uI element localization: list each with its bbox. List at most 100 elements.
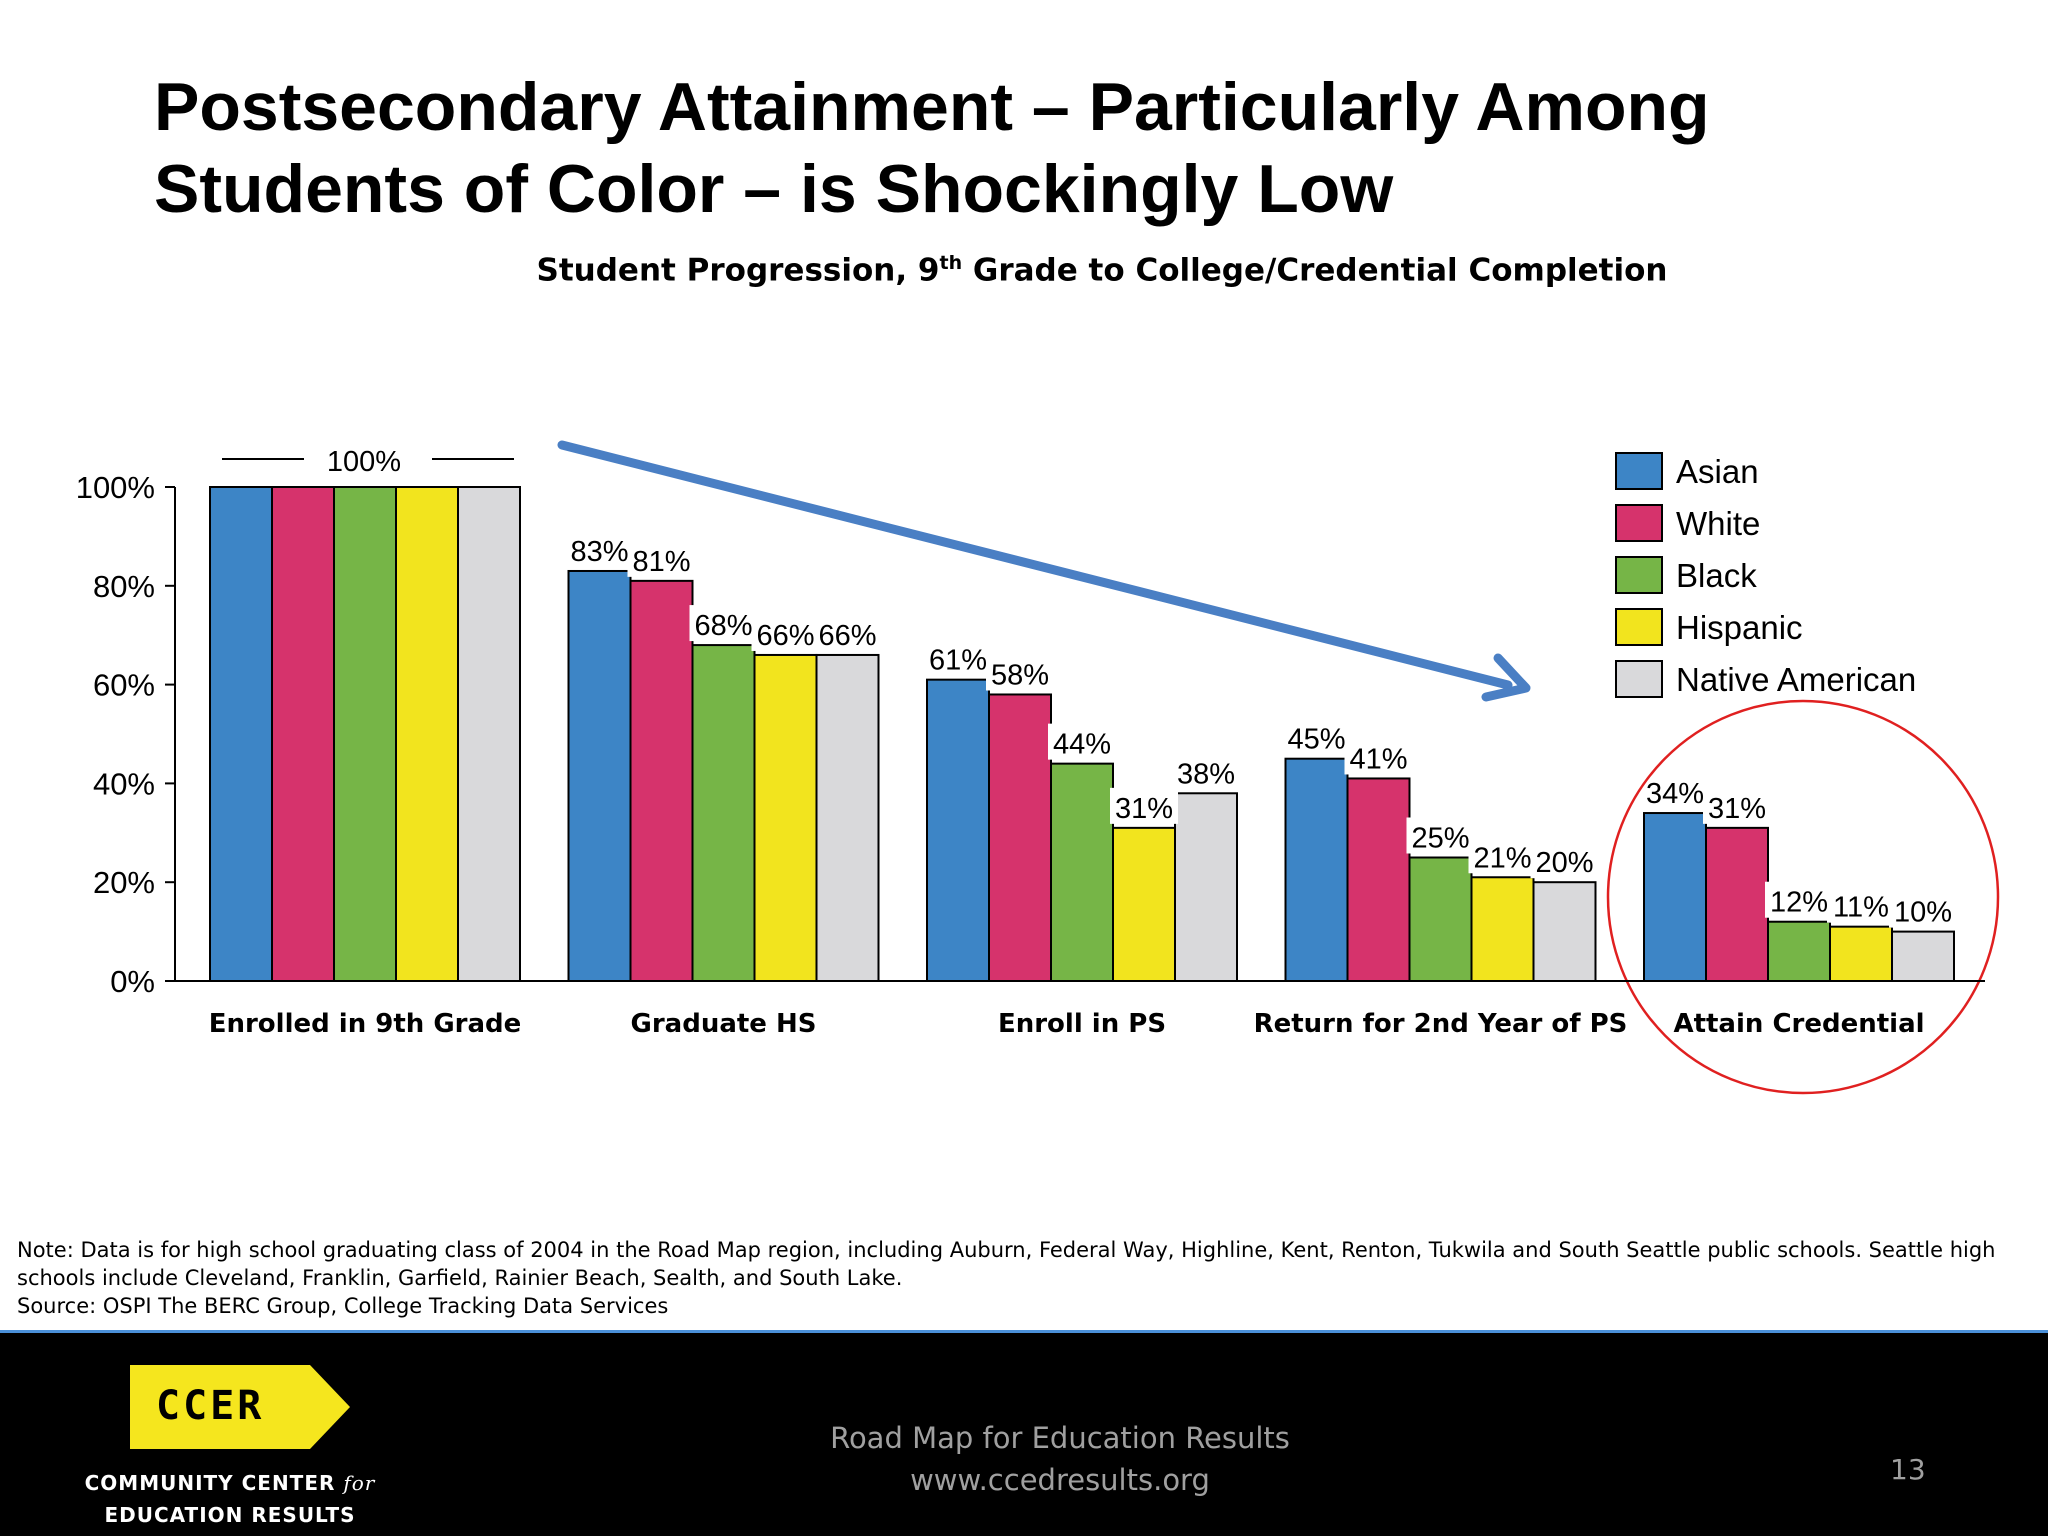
bar-data-label: 41% <box>1349 743 1407 775</box>
footer: CCER COMMUNITY CENTER for EDUCATION RESU… <box>0 1330 2048 1536</box>
ccer-logo: CCER <box>130 1365 350 1449</box>
bar <box>988 693 1052 982</box>
bar-data-label: 61% <box>929 645 987 677</box>
subtitle-superscript: th <box>939 252 963 274</box>
bar-data-label: 83% <box>570 536 628 568</box>
bar-data-label: 31% <box>1115 793 1173 825</box>
y-tick-label: 100% <box>76 470 155 505</box>
bar-data-label: 21% <box>1473 842 1531 874</box>
bar-data-label: 66% <box>818 620 876 652</box>
bar <box>629 579 694 982</box>
label-backdrop <box>1530 842 1599 879</box>
org-name-line-2: EDUCATION RESULTS <box>104 1503 356 1527</box>
chart-data-labels: 83% 81%68% 66% 66%61% 58%44%31%38%45%41%25%2… <box>222 446 1957 929</box>
x-category-label: Return for 2nd Year of PS <box>1254 1009 1628 1039</box>
bar-data-label: 31% <box>1708 793 1766 825</box>
label-backdrop <box>1344 738 1413 775</box>
label-backdrop <box>1827 886 1895 923</box>
subtitle-main: Student Progression, 9 <box>536 252 940 289</box>
bar <box>209 486 273 982</box>
org-name-line-1: COMMUNITY CENTER for <box>70 1471 390 1495</box>
bar <box>926 678 990 982</box>
group-data-label: 100% <box>327 446 401 478</box>
chart-legend: Asian White Black Hispanic Native American <box>1615 452 1916 698</box>
bar <box>1346 777 1411 983</box>
label-backdrop <box>1765 881 1833 918</box>
bar <box>271 486 335 982</box>
legend-swatch <box>1615 556 1663 594</box>
bar <box>1408 856 1473 982</box>
y-tick-label: 20% <box>93 865 155 900</box>
bar-data-label: 68% <box>694 610 752 642</box>
x-category-label: Enrolled in 9th Grade <box>209 1009 522 1039</box>
bar <box>815 653 880 983</box>
bar-data-label: 34% <box>1646 778 1704 810</box>
bar <box>1829 925 1893 982</box>
y-tick-label: 80% <box>93 569 155 604</box>
bar-data-label: 66% <box>756 620 814 652</box>
title-line-2: Students of Color – is Shockingly Low <box>154 151 1394 227</box>
trend-arrow-head <box>1481 653 1531 702</box>
label-backdrop <box>1468 837 1537 874</box>
bar <box>1470 876 1535 983</box>
legend-swatch <box>1615 660 1663 698</box>
y-tick-label: 40% <box>93 766 155 801</box>
footer-website-link[interactable]: www.ccedresults.org <box>910 1463 1210 1497</box>
bar-data-label: 11% <box>1833 892 1889 924</box>
logo-text: CCER <box>156 1383 265 1429</box>
legend-label: Asian <box>1676 453 1759 490</box>
label-backdrop <box>1110 787 1178 824</box>
legend-label: Hispanic <box>1676 609 1803 646</box>
label-backdrop <box>1406 817 1475 854</box>
slide-title: Postsecondary Attainment – Particularly … <box>154 66 1954 230</box>
label-backdrop <box>751 614 820 651</box>
label-backdrop <box>1889 891 1957 928</box>
bar-data-label: 12% <box>1770 887 1828 919</box>
y-tick-label: 0% <box>110 964 155 999</box>
bar <box>1112 826 1176 982</box>
title-line-1: Postsecondary Attainment – Particularly … <box>154 69 1710 145</box>
source-line: Source: OSPI The BERC Group, College Tra… <box>17 1294 669 1318</box>
chart-annotations <box>557 440 2000 1095</box>
x-category-label: Enroll in PS <box>998 1009 1166 1039</box>
legend-label: White <box>1676 505 1760 542</box>
bar-data-label: 81% <box>632 546 690 578</box>
bar <box>1705 826 1769 982</box>
bar <box>457 486 521 982</box>
x-category-label: Graduate HS <box>631 1009 817 1039</box>
legend-label: Black <box>1676 557 1757 594</box>
label-backdrop <box>1703 787 1771 824</box>
org-name-text: COMMUNITY CENTER <box>84 1471 336 1495</box>
bar-data-label: 10% <box>1894 897 1952 929</box>
bar <box>567 569 632 982</box>
logo-tag-shape <box>130 1365 350 1449</box>
bar-data-label: 38% <box>1177 758 1235 790</box>
bar-chart: 0% 20% 40% 60% 80% 100% Enrolled in 9th Grade G… <box>76 440 2000 1095</box>
subtitle-rest: Grade to College/Credential Completion <box>962 252 1668 289</box>
legend-label: Native American <box>1676 661 1916 698</box>
note-line-2: schools include Cleveland, Franklin, Gar… <box>17 1266 903 1290</box>
y-tick-label: 60% <box>93 668 155 703</box>
bar-data-label: 45% <box>1287 724 1345 756</box>
x-category-label: Attain Credential <box>1673 1009 1924 1039</box>
label-backdrop <box>986 654 1054 691</box>
label-backdrop <box>627 540 696 577</box>
chart-bars <box>209 486 1955 983</box>
bar <box>1174 792 1238 983</box>
legend-swatch <box>1615 608 1663 646</box>
bar-data-label: 44% <box>1053 729 1111 761</box>
bar <box>1767 920 1831 982</box>
source-note: Note: Data is for high school graduating… <box>17 1236 2017 1320</box>
page-number: 13 <box>1890 1453 1926 1486</box>
trend-arrow <box>557 440 1513 690</box>
bar <box>691 644 756 983</box>
bar <box>1891 930 1955 982</box>
org-name-for: for <box>343 1471 376 1495</box>
bar <box>1643 812 1707 982</box>
bar <box>333 486 397 982</box>
bar-data-label: 20% <box>1535 847 1593 879</box>
note-line-1: Note: Data is for high school graduating… <box>17 1238 1996 1262</box>
bar <box>753 653 818 983</box>
footer-program-name: Road Map for Education Results <box>830 1421 1290 1455</box>
chart-subtitle: Student Progression, 9th Grade to Colleg… <box>0 252 2048 288</box>
